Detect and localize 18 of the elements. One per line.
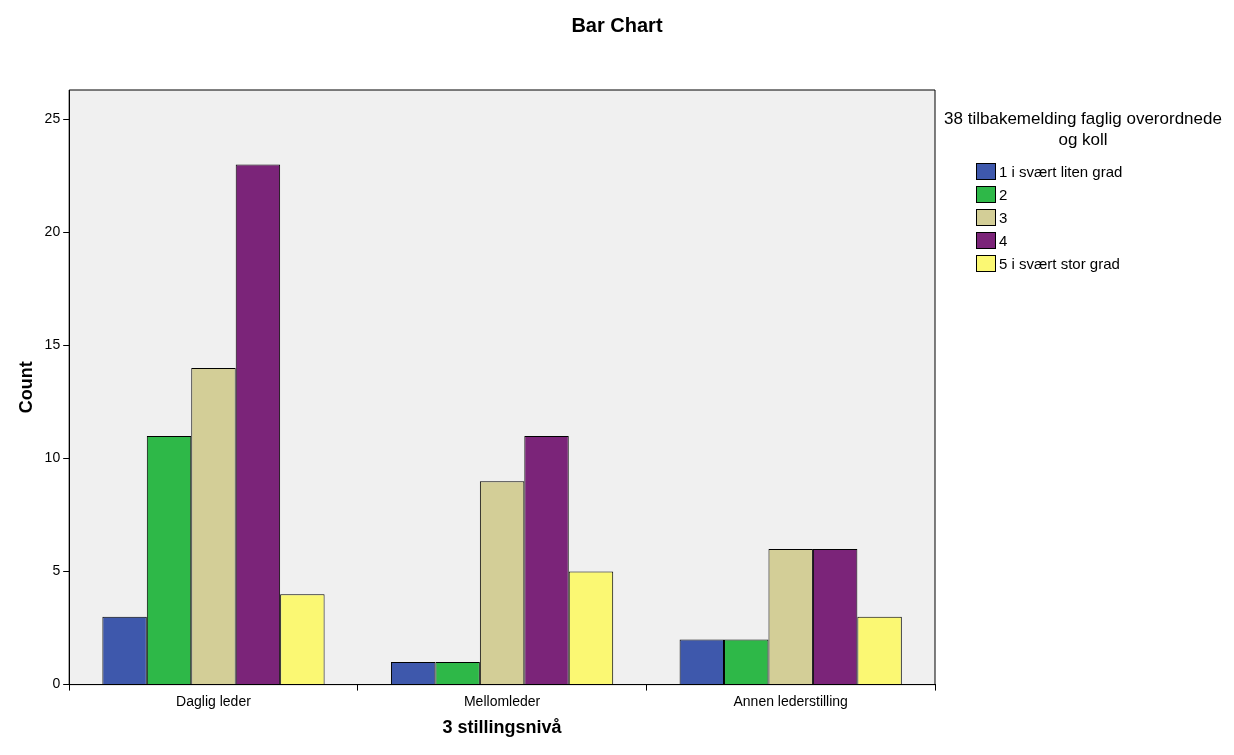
y-tick-label: 25	[44, 110, 61, 127]
x-axis-title: 3 stillingsnivå	[442, 717, 563, 738]
y-tick-label: 0	[52, 675, 61, 692]
legend-title: 38 tilbakemelding faglig overordnede og koll	[943, 108, 1223, 150]
y-axis-title: Count	[15, 361, 36, 414]
legend-label: 2	[999, 186, 1008, 203]
legend-label: 5 i svært stor grad	[999, 255, 1120, 272]
y-tick-label: 15	[44, 336, 61, 353]
y-tick-label: 20	[44, 223, 61, 240]
chart-title: Bar Chart	[570, 14, 664, 37]
y-tick-label: 5	[52, 562, 61, 579]
legend-label: 4	[999, 232, 1008, 249]
x-tick-label: Daglig leder	[176, 692, 252, 709]
x-tick-label: Annen lederstilling	[733, 692, 848, 709]
x-tick-label: Mellomleder	[463, 692, 541, 709]
legend-label: 1 i svært liten grad	[999, 163, 1123, 180]
legend-label: 3	[999, 209, 1008, 226]
y-tick-label: 10	[44, 449, 61, 466]
